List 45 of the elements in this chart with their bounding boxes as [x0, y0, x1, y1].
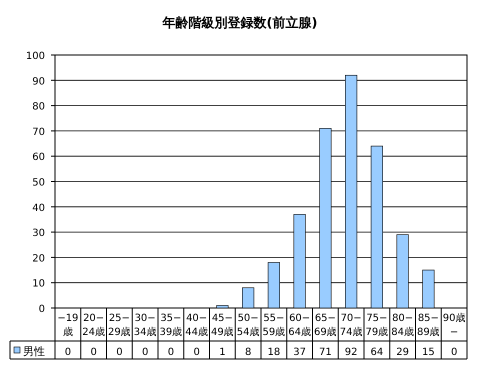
- x-tick-label: 80−84歳: [391, 313, 414, 338]
- data-label: 71: [319, 347, 332, 358]
- y-tick-label: 70: [32, 126, 45, 138]
- data-label: 15: [422, 347, 435, 358]
- x-tick-label: 65−69歳: [314, 313, 337, 338]
- y-tick-label: 30: [32, 228, 45, 240]
- data-label: 92: [344, 347, 358, 358]
- x-tick-label: 35−39歳: [160, 313, 182, 338]
- x-tick-label: 45−49歳: [211, 313, 234, 338]
- data-label: 1: [219, 347, 226, 358]
- x-tick-label: 75−79歳: [366, 313, 388, 338]
- title: 年齢階級別登録数(前立腺): [162, 16, 318, 31]
- x-tick-label: 90歳−: [442, 312, 466, 338]
- x-tick-label: 30−34歳: [134, 313, 156, 338]
- x-tick-label: 85−89歳: [417, 313, 440, 338]
- data-label: 0: [193, 347, 200, 358]
- data-label: 18: [268, 347, 280, 358]
- x-tick-label: −19歳: [57, 313, 78, 338]
- data-label: 64: [370, 347, 384, 358]
- data-label: 0: [90, 347, 97, 358]
- y-tick-label: 50: [32, 178, 45, 188]
- y-tick-label: 40: [32, 202, 45, 214]
- data-label: 0: [142, 347, 148, 358]
- x-tick-label: 55−59歳: [262, 313, 286, 338]
- data-label: 37: [293, 347, 306, 358]
- data-label: 0: [168, 347, 174, 358]
- y-tick-label: 80: [32, 102, 45, 113]
- data-label: 29: [396, 347, 409, 358]
- y-tick-label: 10: [32, 278, 45, 290]
- x-tick-label: 70−74歳: [340, 313, 362, 338]
- y-tick-label: 90: [32, 76, 45, 88]
- y-tick-label: 0: [38, 304, 45, 315]
- x-tick-label: 25−29歳: [108, 313, 131, 338]
- data-label: 8: [244, 347, 252, 358]
- data-label: 0: [64, 347, 72, 358]
- data-label: 0: [116, 347, 123, 358]
- y-tick-label: 60: [32, 152, 45, 164]
- data-label: 0: [450, 347, 458, 358]
- x-tick-label: 50−54歳: [236, 313, 260, 338]
- y-tick-label: 100: [26, 51, 45, 62]
- y-tick-label: 20: [32, 253, 45, 264]
- x-tick-label: 60−64歳: [288, 313, 311, 338]
- x-tick-label: 20−24歳: [82, 313, 105, 338]
- x-tick-label: 40−44歳: [185, 313, 208, 338]
- legend-label: 男性: [23, 345, 45, 358]
